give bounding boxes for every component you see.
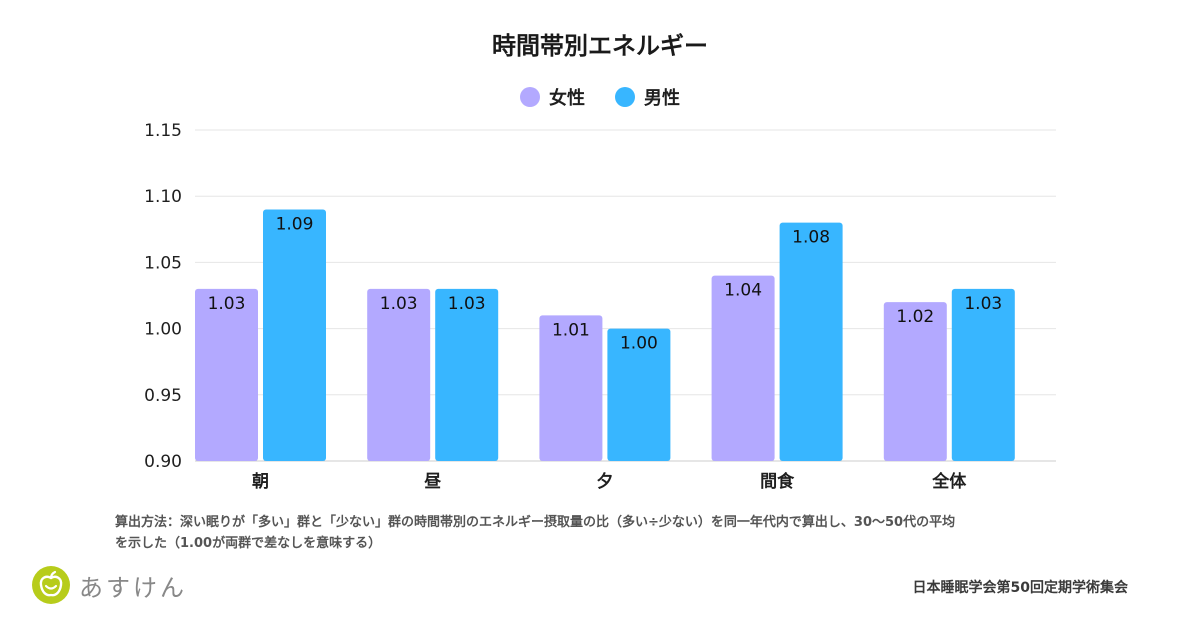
bar-value-label: 1.03	[448, 294, 486, 314]
bar	[539, 315, 603, 461]
chart-title: 時間帯別エネルギー	[492, 32, 708, 60]
x-tick-label: 間食	[760, 471, 795, 492]
legend-label-female: 女性	[549, 88, 585, 109]
legend-item-male: 男性	[615, 84, 680, 110]
brand-name: あすけん	[79, 573, 187, 602]
method-note: 算出方法：深い眠りが「多い」群と「少ない」群の時間帯別のエネルギー摂取量の比（多…	[115, 512, 1115, 554]
method-note-line-1: 算出方法：深い眠りが「多い」群と「少ない」群の時間帯別のエネルギー摂取量の比（多…	[115, 515, 956, 530]
x-tick-label: 昼	[424, 472, 441, 492]
bar-value-label: 1.04	[724, 281, 762, 301]
chart-legend: 女性 男性	[0, 84, 1200, 110]
legend-item-female: 女性	[520, 84, 585, 110]
bar-value-label: 1.08	[792, 228, 830, 248]
bar	[951, 288, 1015, 461]
bar	[883, 302, 947, 461]
bar	[435, 288, 499, 461]
y-tick-label: 0.90	[144, 452, 182, 472]
legend-swatch-male	[615, 87, 635, 107]
bar-value-label: 1.00	[620, 334, 658, 354]
y-tick-label: 1.00	[144, 320, 182, 340]
bar	[711, 275, 775, 461]
bar-value-label: 1.09	[276, 214, 314, 234]
y-tick-label: 1.10	[144, 187, 182, 207]
bar	[607, 328, 671, 461]
x-tick-label: 夕	[596, 471, 613, 492]
legend-label-male: 男性	[644, 88, 680, 109]
bar-value-label: 1.02	[896, 307, 934, 327]
brand-logo: あすけん	[32, 566, 187, 604]
source-citation: 日本睡眠学会第50回定期学術集会	[912, 580, 1128, 596]
bar	[195, 288, 258, 461]
bar-value-label: 1.03	[208, 294, 246, 314]
bar	[779, 222, 843, 461]
x-tick-label: 朝	[252, 471, 269, 492]
bar	[367, 288, 431, 461]
bar-value-label: 1.01	[552, 320, 590, 340]
bar-value-label: 1.03	[964, 294, 1002, 314]
y-tick-label: 0.95	[144, 386, 182, 406]
x-tick-label: 全体	[931, 471, 967, 492]
apple-icon	[32, 566, 70, 604]
method-note-line-2: を示した（1.00が両群で差なしを意味する）	[115, 536, 382, 551]
y-tick-label: 1.05	[144, 253, 182, 273]
legend-swatch-female	[520, 87, 540, 107]
y-tick-label: 1.15	[144, 121, 182, 141]
bar	[263, 209, 326, 461]
bar-chart: 0.90 0.95 1.00 1.05 1.10 1.15 1.03 1.09 朝 1.03 1.0…	[144, 121, 1056, 492]
bar-value-label: 1.03	[380, 294, 418, 314]
